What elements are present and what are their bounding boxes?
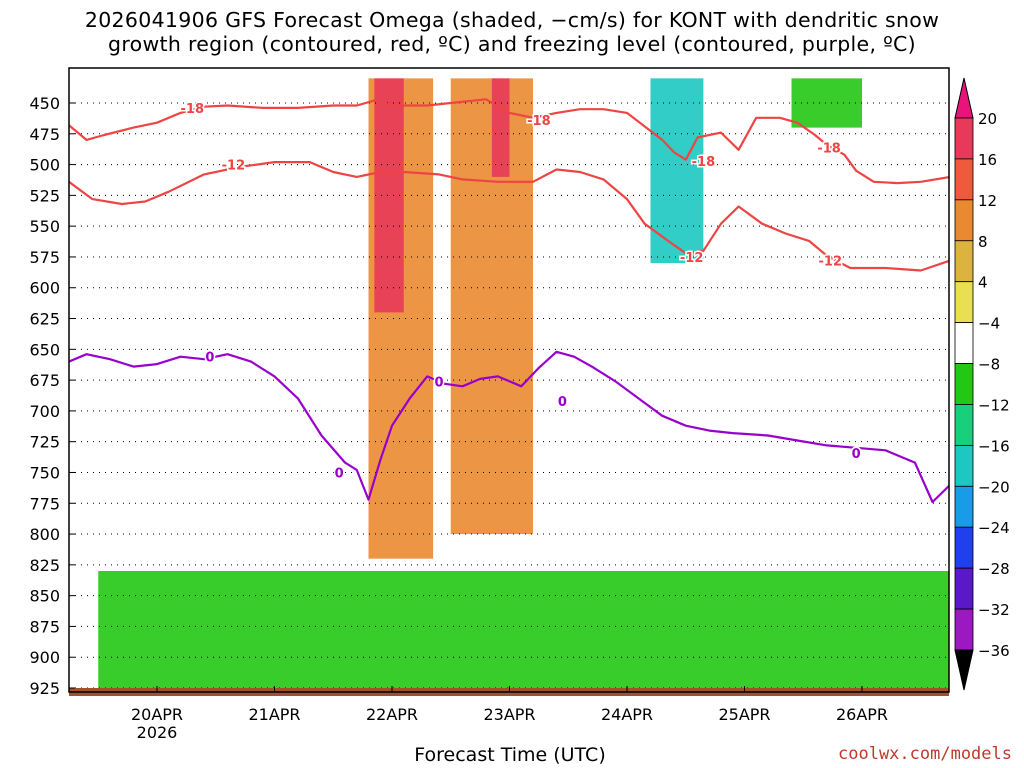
colorbar-bottom-triangle [954,649,974,691]
credit-text: coolwx.com/models [838,744,1012,764]
contour-label: -18 [527,114,551,129]
x-tick-label: 22APR [366,705,418,724]
colorbar-label: −32 [978,601,1010,619]
colorbar-bin [954,404,974,446]
contour-label: -18 [181,102,205,117]
contour-label: -12 [680,251,704,266]
colorbar: 20 16 12 8 4 −4 −8 −12 −16 −20 −24 −28 −32 −36 [954,77,1010,691]
colorbar-label: 12 [978,192,997,210]
colorbar-label: −24 [978,519,1010,537]
y-tick-label: 900 [29,648,60,667]
omega-region-ascent-max-22apr [374,78,404,313]
y-tick-label: 875 [29,617,60,636]
y-tick-label: 850 [29,587,60,606]
chart-title-line-1: 2026041906 GFS Forecast Omega (shaded, −… [84,8,940,32]
y-tick-label: 775 [29,494,60,513]
colorbar-bin [954,322,974,364]
colorbar-label: 8 [978,233,988,251]
colorbar-bin [954,526,974,569]
omega-shading [98,78,949,688]
colorbar-label: 16 [978,151,997,169]
contour-label: -18 [817,141,841,156]
x-tick-label: 21APR [248,705,300,724]
colorbar-label: −36 [978,642,1010,660]
y-axis-ticks: 450 475 500 525 550 575 600 625 650 675 700 725 750 7… [29,94,75,698]
colorbar-label: 4 [978,274,988,292]
y-tick-label: 600 [29,279,60,298]
contour-label: -12 [819,255,843,270]
colorbar-bin [954,240,974,283]
colorbar-label: −28 [978,560,1010,578]
omega-region-low-level-descent [98,571,949,688]
colorbar-label: −8 [978,356,1000,374]
y-tick-label: 750 [29,463,60,482]
x-axis-label: Forecast Time (UTC) [414,744,606,766]
colorbar-label: −12 [978,396,1010,414]
contour-label: 0 [205,351,214,366]
chart-title-line-2: growth region (contoured, red, ºC) and f… [108,32,916,56]
y-tick-label: 475 [29,125,60,144]
contour-freezing-level-0C [69,350,949,504]
colorbar-top-triangle [954,77,974,119]
contour-dendritic--12C [69,161,949,272]
contour-label: 0 [434,375,443,390]
colorbar-label: −16 [978,437,1010,455]
x-tick-label: 23APR [483,705,535,724]
y-tick-label: 700 [29,402,60,421]
y-tick-label: 450 [29,94,60,113]
contour-label: -12 [222,159,246,174]
colorbar-label: −4 [978,315,1000,333]
x-tick-label: 24APR [601,705,653,724]
x-tick-label: 20APR [131,705,183,724]
omega-region-descent-26apr [791,78,862,128]
colorbar-bin [954,567,974,610]
colorbar-bin [954,199,974,242]
y-tick-label: 675 [29,371,60,390]
contours: -18 -18 -18 -18 -12 -12 -12 0 0 0 0 0 [69,98,949,504]
omega-region-descent-24-25apr [650,78,704,264]
colorbar-bin [954,444,974,487]
y-tick-label: 525 [29,186,60,205]
x-tick-label: 26APR [836,705,888,724]
y-tick-label: 500 [29,156,60,175]
y-tick-label: 550 [29,217,60,236]
colorbar-label: −20 [978,478,1010,496]
colorbar-bin [954,281,974,324]
y-tick-label: 725 [29,433,60,452]
colorbar-bin [954,485,974,528]
contour-label: -18 [692,155,716,170]
y-tick-label: 825 [29,556,60,575]
y-tick-label: 575 [29,248,60,267]
y-tick-label: 650 [29,340,60,359]
contour-label: 0 [852,447,861,462]
colorbar-bin [954,158,974,201]
colorbar-label: 20 [978,110,997,128]
y-tick-label: 925 [29,679,60,698]
contour-label: 0 [335,466,344,481]
colorbar-bin [954,608,974,651]
omega-region-ascent-max-23apr [491,78,510,177]
y-tick-label: 625 [29,310,60,329]
colorbar-bin [954,363,974,405]
y-tick-label: 800 [29,525,60,544]
x-tick-sublabel: 2026 [137,723,178,742]
x-tick-label: 25APR [718,705,770,724]
contour-dendritic--18C [69,98,949,185]
colorbar-bin [954,117,974,160]
contour-label: 0 [558,395,567,410]
